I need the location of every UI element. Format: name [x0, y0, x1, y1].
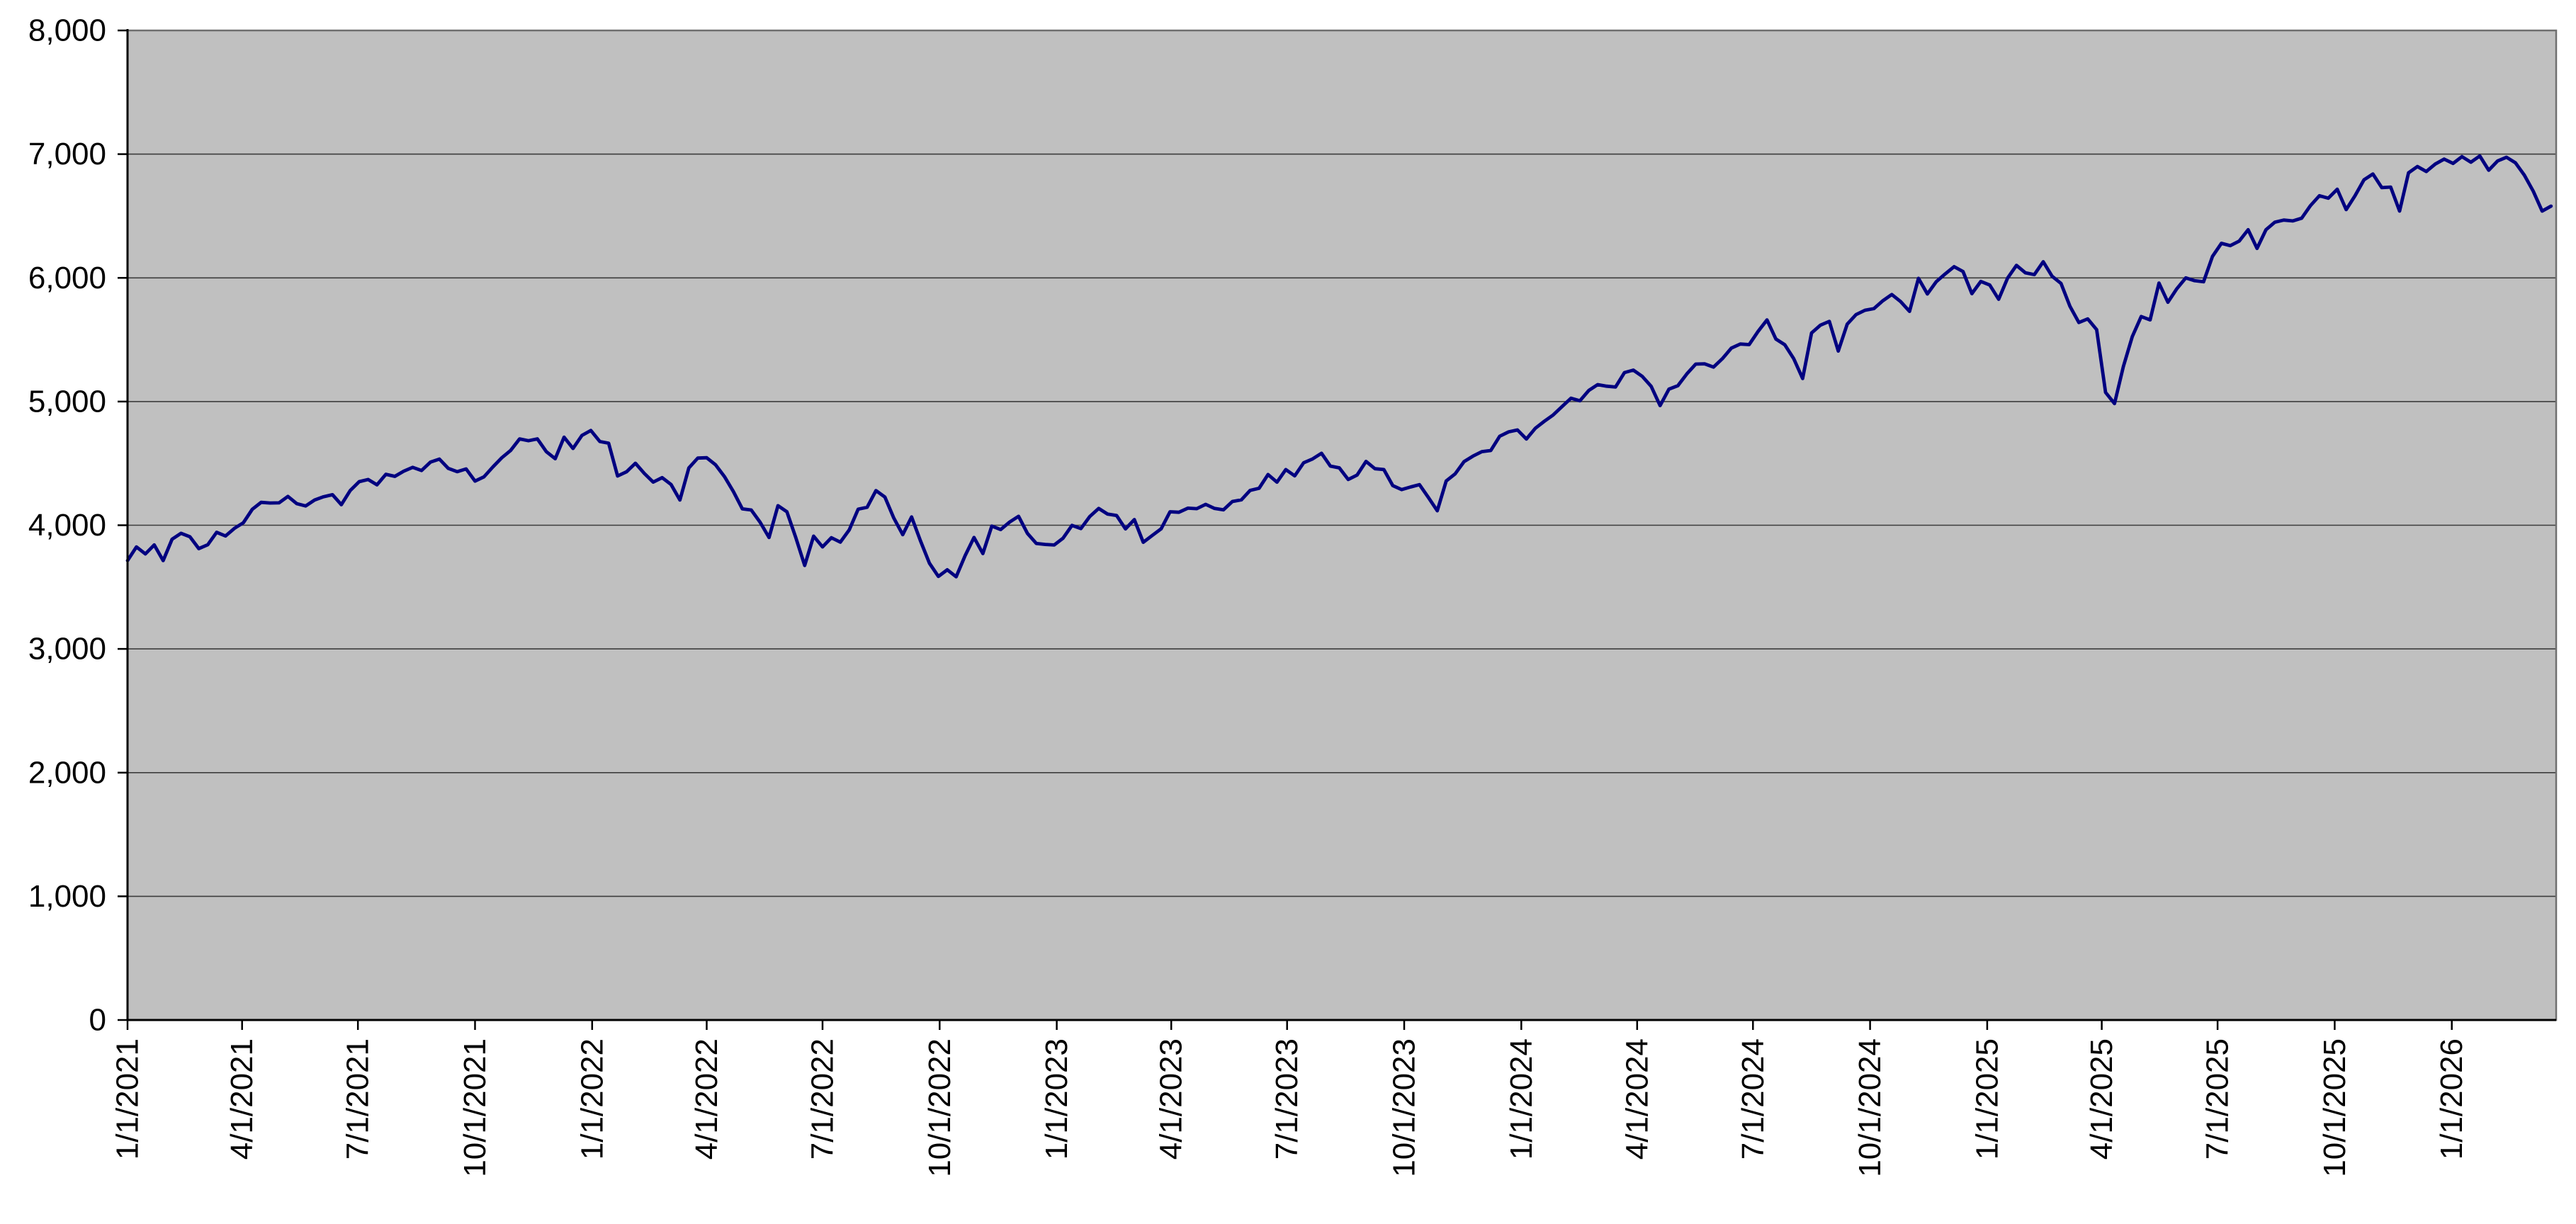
y-axis-label-6000: 6,000 — [28, 261, 106, 295]
x-axis-label-10/1/2021: 10/1/2021 — [458, 1038, 492, 1177]
x-axis-label-4/1/2025: 4/1/2025 — [2084, 1038, 2119, 1160]
x-axis-label-1/1/2021: 1/1/2021 — [111, 1038, 145, 1160]
x-axis-label-1/1/2026: 1/1/2026 — [2434, 1038, 2469, 1160]
x-axis-label-4/1/2021: 4/1/2021 — [225, 1038, 259, 1160]
y-axis-label-8000: 8,000 — [28, 13, 106, 48]
x-axis-label-7/1/2023: 7/1/2023 — [1270, 1038, 1304, 1160]
price-line — [125, 154, 2553, 579]
x-axis-label-7/1/2025: 7/1/2025 — [2201, 1038, 2235, 1160]
x-axis-label-1/1/2022: 1/1/2022 — [575, 1038, 609, 1160]
x-axis-label-1/1/2023: 1/1/2023 — [1039, 1038, 1074, 1160]
x-axis-label-10/1/2024: 10/1/2024 — [1853, 1038, 1887, 1177]
x-axis-label-10/1/2025: 10/1/2025 — [2317, 1038, 2352, 1177]
x-axis-label-7/1/2024: 7/1/2024 — [1736, 1038, 1770, 1160]
x-axis-label-4/1/2023: 4/1/2023 — [1154, 1038, 1189, 1160]
y-axis-label-7000: 7,000 — [28, 137, 106, 171]
x-axis-label-7/1/2021: 7/1/2021 — [341, 1038, 375, 1160]
y-axis-label-0: 0 — [89, 1003, 106, 1038]
x-axis-label-10/1/2023: 10/1/2023 — [1387, 1038, 1422, 1177]
x-axis-label-10/1/2022: 10/1/2022 — [922, 1038, 957, 1177]
x-axis-label-4/1/2022: 4/1/2022 — [689, 1038, 724, 1160]
x-axis-label-7/1/2022: 7/1/2022 — [806, 1038, 840, 1160]
y-axis-label-4000: 4,000 — [28, 508, 106, 543]
y-axis-label-1000: 1,000 — [28, 879, 106, 914]
x-axis-label-1/1/2025: 1/1/2025 — [1970, 1038, 2004, 1160]
y-axis-label-2000: 2,000 — [28, 755, 106, 790]
x-axis-label-1/1/2024: 1/1/2024 — [1504, 1038, 1539, 1160]
x-axis-label-4/1/2024: 4/1/2024 — [1620, 1038, 1654, 1160]
y-axis-label-3000: 3,000 — [28, 632, 106, 667]
y-axis-label-5000: 5,000 — [28, 384, 106, 419]
